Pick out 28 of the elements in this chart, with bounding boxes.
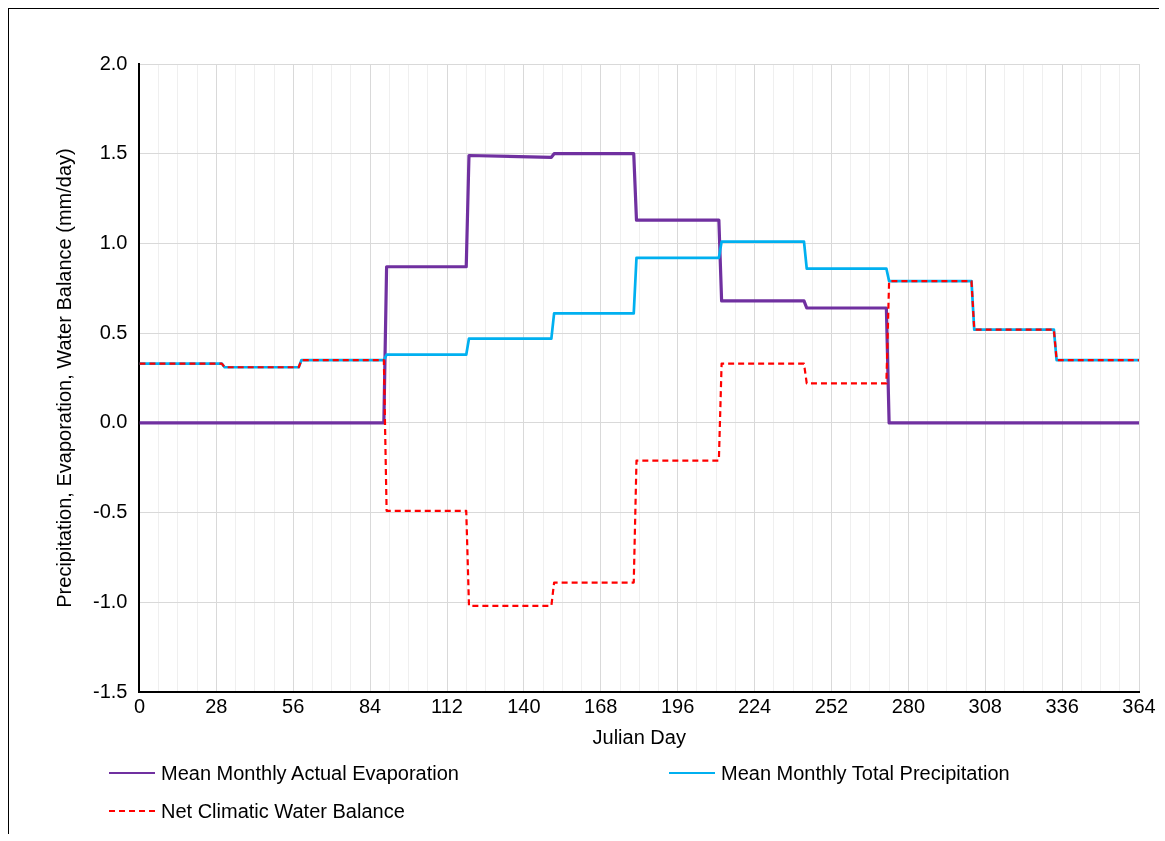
y-tick-label: 1.5: [99, 141, 128, 164]
x-tick-label: 280: [891, 694, 926, 717]
x-tick-label: 252: [814, 694, 849, 717]
legend-label: Mean Monthly Total Precipitation: [721, 761, 1010, 785]
x-tick-label: 308: [968, 694, 1002, 717]
x-tick-label: 140: [507, 694, 541, 717]
y-tick-label: -1.0: [92, 589, 128, 612]
y-axis-title: Precipitation, Evaporation, Water Balance (mm/day): [52, 148, 75, 608]
y-tick-label: -0.5: [92, 500, 128, 523]
x-tick-label: 168: [584, 694, 618, 717]
x-tick-label: 364: [1122, 694, 1156, 717]
legend-label: Net Climatic Water Balance: [161, 799, 405, 823]
x-tick-label: 84: [359, 694, 382, 717]
y-tick-label: 2.0: [99, 51, 128, 74]
y-tick-label: -1.5: [92, 679, 128, 702]
x-tick-label: 224: [737, 694, 772, 717]
x-tick-label: 196: [660, 694, 695, 717]
x-tick-label: 0: [133, 694, 146, 717]
x-tick-label: 112: [431, 694, 463, 717]
x-tick-label: 336: [1045, 694, 1079, 717]
x-axis-title: Julian Day: [592, 725, 686, 748]
y-tick-label: 0.5: [99, 320, 128, 343]
x-tick-label: 28: [205, 694, 228, 717]
y-tick-label: 1.0: [99, 230, 128, 253]
legend-label: Mean Monthly Actual Evaporation: [161, 761, 459, 785]
y-tick-label: 0.0: [99, 410, 128, 433]
x-tick-label: 56: [282, 694, 305, 717]
line-series: [139, 280, 1139, 607]
